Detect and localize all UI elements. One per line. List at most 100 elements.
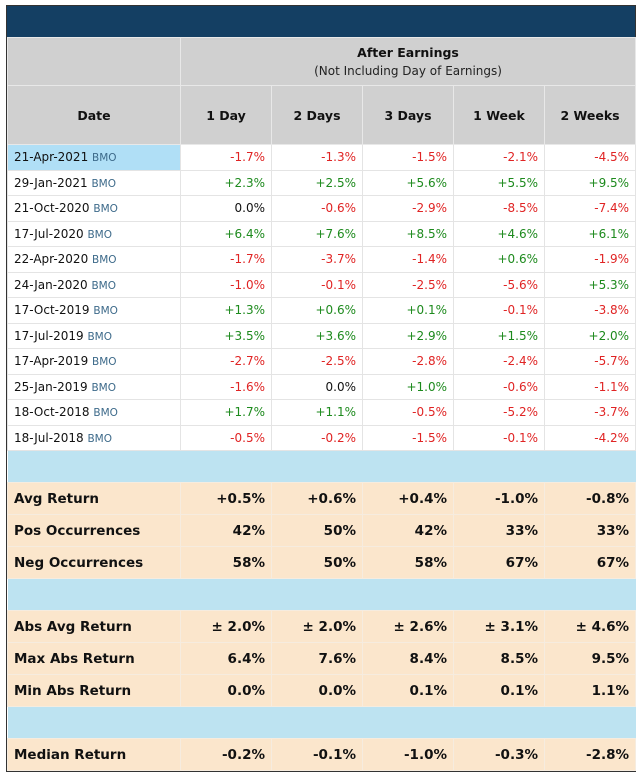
return-cell: +1.7% bbox=[180, 399, 272, 426]
date-cell: 29-Jan-2021 BMO bbox=[7, 169, 181, 196]
group-header: After Earnings (Not Including Day of Ear… bbox=[179, 37, 637, 86]
stat-label: Abs Avg Return bbox=[7, 610, 181, 643]
return-cell: +2.0% bbox=[543, 322, 637, 349]
header-blank bbox=[7, 37, 181, 86]
stat-label: Pos Occurrences bbox=[7, 514, 181, 547]
return-cell: +2.5% bbox=[271, 169, 363, 196]
date-cell: 17-Jul-2020 BMO bbox=[7, 220, 181, 247]
stat-value: ± 2.0% bbox=[180, 610, 272, 643]
return-cell: +5.5% bbox=[453, 169, 545, 196]
date-text: 21-Apr-2021 bbox=[14, 150, 89, 165]
return-cell: -2.1% bbox=[453, 144, 545, 171]
stat-value: 0.1% bbox=[362, 674, 454, 707]
return-cell: +8.5% bbox=[362, 220, 454, 247]
date-cell: 25-Jan-2019 BMO bbox=[7, 373, 181, 400]
return-cell: -1.6% bbox=[180, 373, 272, 400]
return-cell: -0.6% bbox=[453, 373, 545, 400]
return-cell: +6.4% bbox=[180, 220, 272, 247]
date-text: 18-Oct-2018 bbox=[14, 405, 90, 420]
return-cell: -4.5% bbox=[543, 144, 637, 171]
return-cell: -2.4% bbox=[453, 348, 545, 375]
stat-value: 33% bbox=[543, 514, 637, 547]
return-cell: +0.6% bbox=[271, 297, 363, 324]
return-cell: +4.6% bbox=[453, 220, 545, 247]
date-cell: 17-Jul-2019 BMO bbox=[7, 322, 181, 349]
date-cell: 18-Jul-2018 BMO bbox=[7, 424, 181, 451]
timing-tag: BMO bbox=[87, 228, 112, 241]
stat-value: -0.2% bbox=[180, 738, 272, 771]
date-text: 21-Oct-2020 bbox=[14, 201, 90, 216]
timing-tag: BMO bbox=[91, 381, 116, 394]
column-header: 1 Week bbox=[453, 85, 545, 145]
stat-value: 50% bbox=[271, 514, 363, 547]
timing-tag: BMO bbox=[91, 177, 116, 190]
date-text: 17-Jul-2019 bbox=[14, 328, 84, 343]
return-cell: +5.6% bbox=[362, 169, 454, 196]
group-title: After Earnings bbox=[357, 45, 459, 60]
return-cell: +1.0% bbox=[362, 373, 454, 400]
return-cell: -1.0% bbox=[180, 271, 272, 298]
stat-value: ± 4.6% bbox=[543, 610, 637, 643]
return-cell: +1.5% bbox=[453, 322, 545, 349]
stat-value: ± 2.0% bbox=[271, 610, 363, 643]
return-cell: -5.2% bbox=[453, 399, 545, 426]
stat-label: Min Abs Return bbox=[7, 674, 181, 707]
return-cell: -5.7% bbox=[543, 348, 637, 375]
return-cell: -0.1% bbox=[453, 424, 545, 451]
return-cell: -0.1% bbox=[453, 297, 545, 324]
column-header: 3 Days bbox=[362, 85, 454, 145]
return-cell: -3.7% bbox=[271, 246, 363, 273]
return-cell: +0.1% bbox=[362, 297, 454, 324]
stat-row: Min Abs Return 0.0% 0.0% 0.1% 0.1% 1.1% bbox=[7, 674, 637, 707]
stat-value: ± 2.6% bbox=[362, 610, 454, 643]
return-cell: -3.7% bbox=[543, 399, 637, 426]
stat-value: 0.1% bbox=[453, 674, 545, 707]
spacer-cell bbox=[7, 578, 636, 611]
stat-row: Median Return -0.2% -0.1% -1.0% -0.3% -2.8% bbox=[7, 738, 637, 771]
stat-value: 8.4% bbox=[362, 642, 454, 675]
return-cell: -2.5% bbox=[271, 348, 363, 375]
return-cell: -0.5% bbox=[362, 399, 454, 426]
stat-value: 6.4% bbox=[180, 642, 272, 675]
date-cell: 24-Jan-2020 BMO bbox=[7, 271, 181, 298]
stat-value: -1.0% bbox=[362, 738, 454, 771]
date-text: 24-Jan-2020 bbox=[14, 277, 88, 292]
stat-value: 67% bbox=[453, 546, 545, 579]
return-cell: -1.4% bbox=[362, 246, 454, 273]
timing-tag: BMO bbox=[93, 305, 118, 318]
stat-value: +0.6% bbox=[271, 482, 363, 515]
date-text: 18-Jul-2018 bbox=[14, 430, 84, 445]
spacer-row bbox=[7, 706, 636, 739]
stat-value: 0.0% bbox=[180, 674, 272, 707]
return-cell: -2.9% bbox=[362, 195, 454, 222]
stat-value: ± 3.1% bbox=[453, 610, 545, 643]
date-cell: 17-Oct-2019 BMO bbox=[7, 297, 181, 324]
return-cell: +0.6% bbox=[453, 246, 545, 273]
table-row: 22-Apr-2020 BMO -1.7% -3.7% -1.4% +0.6% -1.9% bbox=[7, 246, 637, 273]
timing-tag: BMO bbox=[93, 407, 118, 420]
return-cell: -7.4% bbox=[543, 195, 637, 222]
table-row: 25-Jan-2019 BMO -1.6% 0.0% +1.0% -0.6% -1.1% bbox=[7, 373, 637, 400]
timing-tag: BMO bbox=[91, 279, 116, 292]
return-cell: -5.6% bbox=[453, 271, 545, 298]
stat-label: Max Abs Return bbox=[7, 642, 181, 675]
stat-value: 0.0% bbox=[271, 674, 363, 707]
spacer-cell bbox=[7, 450, 636, 483]
stat-value: -0.3% bbox=[453, 738, 545, 771]
stat-value: 1.1% bbox=[543, 674, 637, 707]
column-header: 1 Day bbox=[180, 85, 272, 145]
return-cell: -1.7% bbox=[180, 144, 272, 171]
timing-tag: BMO bbox=[87, 330, 112, 343]
table-row: 18-Oct-2018 BMO +1.7% +1.1% -0.5% -5.2% -3.7% bbox=[7, 399, 637, 426]
stat-value: -0.8% bbox=[543, 482, 637, 515]
date-text: 17-Jul-2020 bbox=[14, 226, 84, 241]
date-text: 22-Apr-2020 bbox=[14, 252, 89, 267]
date-cell: 18-Oct-2018 BMO bbox=[7, 399, 181, 426]
return-cell: -2.5% bbox=[362, 271, 454, 298]
column-header-date: Date bbox=[7, 85, 181, 145]
stat-value: 67% bbox=[543, 546, 637, 579]
stat-value: 50% bbox=[271, 546, 363, 579]
return-cell: -1.5% bbox=[362, 424, 454, 451]
return-cell: -0.5% bbox=[180, 424, 272, 451]
return-cell: -2.7% bbox=[180, 348, 272, 375]
